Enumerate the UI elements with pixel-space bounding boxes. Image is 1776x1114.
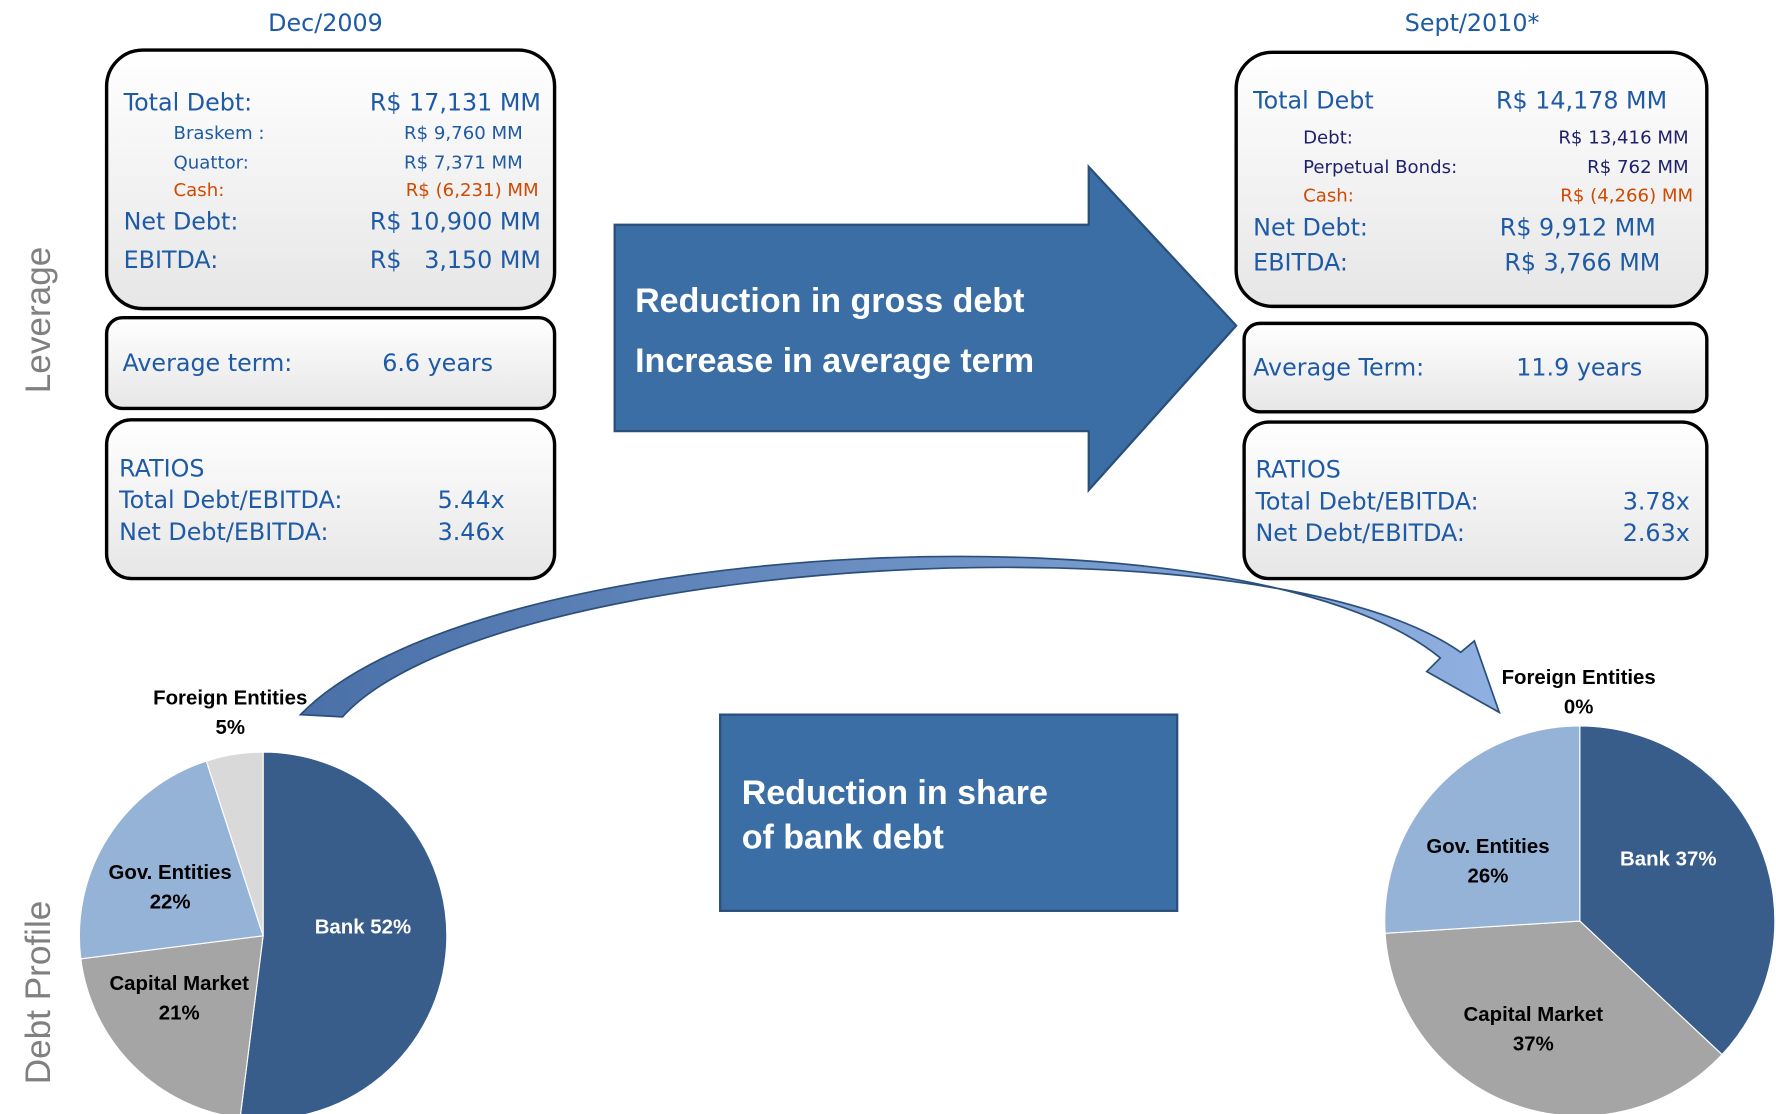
row-label: Cash: (1303, 186, 1354, 207)
ratio-label: Net Debt/EBITDA: (119, 518, 328, 546)
note-text: Reduction in share (742, 774, 1048, 812)
slice-label: Bank 52% (315, 917, 411, 939)
panel-date: Dec/2009 (268, 9, 383, 37)
arrow-text: Reduction in gross debt (635, 282, 1024, 320)
term-label: Average Term: (1253, 354, 1424, 382)
debt-box (1234, 50, 1709, 309)
slice-label: Bank 37% (1620, 848, 1716, 870)
row-label: Total Debt: (123, 89, 253, 117)
pie-slice (80, 935, 264, 1114)
term-box (1242, 321, 1709, 414)
value-label: 26% (1468, 865, 1509, 887)
row-label: Debt: (1303, 128, 1353, 149)
category-label: Foreign Entities (153, 687, 307, 709)
pie-slice (78, 760, 264, 960)
ratio-value: 3.78x (1623, 487, 1690, 515)
row-value: R$ 762 MM (1587, 157, 1689, 178)
row-value: R$ 13,416 MM (1558, 128, 1688, 149)
panel-date: Sept/2010* (1405, 9, 1540, 37)
pie-slice (1384, 725, 1581, 934)
ratios-title: RATIOS (1255, 456, 1340, 484)
ratios-box (104, 418, 557, 581)
arrow-text: Increase in average term (635, 342, 1034, 380)
term-label: Average term: (122, 349, 292, 377)
ratio-label: Total Debt/EBITDA: (1254, 487, 1478, 515)
row-value: R$ 14,178 MM (1496, 86, 1667, 114)
value-label: 52% (370, 917, 411, 939)
ratio-value: 2.63x (1623, 519, 1690, 547)
value-label: 37% (1676, 848, 1717, 870)
ratio-value: 3.46x (438, 518, 505, 546)
value-label: 22% (150, 892, 191, 914)
pie-slice (205, 751, 264, 936)
row-label: Quattor: (174, 153, 249, 174)
row-value: R$ (6,231) MM (406, 180, 539, 201)
note-box (719, 713, 1179, 912)
row-label: EBITDA: (124, 246, 219, 274)
category-label: Bank (1620, 848, 1671, 870)
value-label: 21% (159, 1003, 200, 1025)
row-value: R$ (4,266) MM (1560, 186, 1693, 207)
side-label: Debt Profile (19, 901, 58, 1085)
category-label: Bank (315, 917, 366, 939)
value-label: 37% (1513, 1033, 1554, 1055)
value-label: 5% (215, 717, 245, 739)
category-label: Capital Market (1464, 1004, 1604, 1026)
category-label: Capital Market (109, 973, 249, 995)
row-label: Net Debt: (1253, 213, 1368, 241)
row-label: Perpetual Bonds: (1303, 157, 1457, 178)
arrow (613, 163, 1238, 494)
row-value: R$ 3,150 MM (370, 246, 541, 274)
ratio-value: 5.44x (438, 486, 505, 514)
ratio-label: Net Debt/EBITDA: (1255, 519, 1464, 547)
row-value: R$ 17,131 MM (370, 89, 541, 117)
row-label: Cash: (174, 180, 225, 201)
row-label: Total Debt (1252, 86, 1374, 114)
note-text: of bank debt (742, 818, 944, 856)
term-value: 6.6 years (382, 349, 493, 377)
row-label: Net Debt: (124, 208, 239, 236)
category-label: Gov. Entities (1426, 836, 1549, 858)
curved-arrow (298, 555, 1501, 718)
value-label: 0% (1564, 697, 1594, 719)
row-value: R$ 7,371 MM (404, 153, 523, 174)
pie-slice (1384, 920, 1723, 1114)
row-value: R$ 3,766 MM (1504, 248, 1660, 276)
term-value: 11.9 years (1516, 354, 1642, 382)
row-value: R$ 9,912 MM (1500, 213, 1656, 241)
ratios-title: RATIOS (119, 454, 204, 482)
term-box (104, 316, 557, 411)
ratio-label: Total Debt/EBITDA: (118, 486, 342, 514)
category-label: Foreign Entities (1502, 667, 1656, 689)
pie-slice (1579, 725, 1776, 1056)
row-label: EBITDA: (1253, 248, 1348, 276)
row-value: R$ 9,760 MM (404, 123, 523, 144)
debt-box (104, 48, 557, 311)
row-label: Braskem : (174, 123, 265, 144)
pie-slice (240, 751, 448, 1114)
category-label: Gov. Entities (109, 862, 232, 884)
side-label: Leverage (19, 247, 58, 394)
ratios-box (1242, 420, 1709, 581)
row-value: R$ 10,900 MM (370, 208, 541, 236)
